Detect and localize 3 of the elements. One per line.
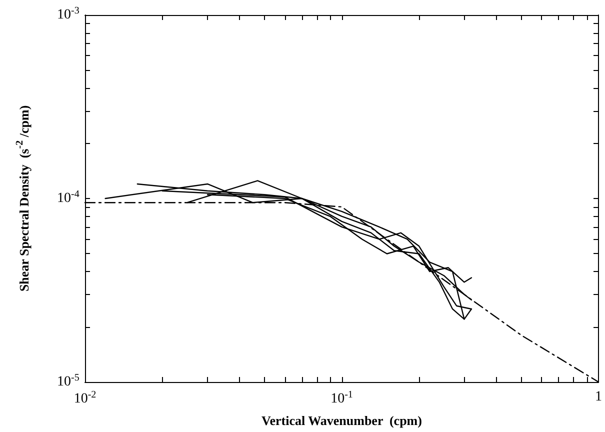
x-axis-title: Vertical Wavenumber (cpm) <box>262 413 422 428</box>
y-axis-title: Shear Spectral Density (s-2 /cpm) <box>14 105 32 292</box>
x-tick-label: 1 <box>595 390 602 404</box>
